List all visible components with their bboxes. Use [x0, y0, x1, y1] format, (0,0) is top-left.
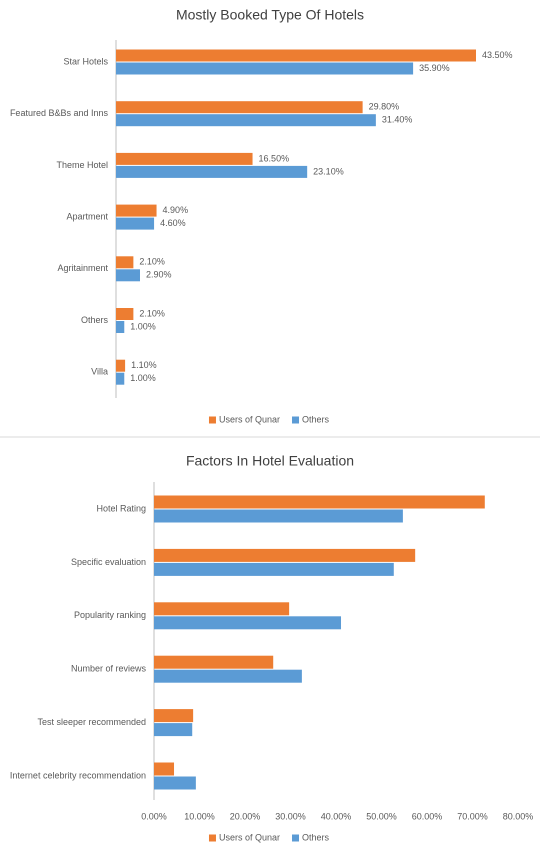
- y-tick-label: Others: [81, 315, 109, 325]
- legend-label: Others: [302, 832, 330, 842]
- x-tick-label: 10.00%: [184, 811, 215, 821]
- bar: [154, 776, 196, 790]
- bar: [154, 509, 403, 523]
- bar: [154, 655, 274, 669]
- bar: [154, 548, 416, 562]
- bar: [116, 152, 253, 165]
- bar: [116, 256, 134, 269]
- x-tick-label: 0.00%: [141, 811, 167, 821]
- y-tick-label: Number of reviews: [71, 664, 147, 674]
- bar: [116, 269, 140, 282]
- bar: [116, 217, 155, 230]
- bar: [116, 321, 125, 333]
- x-tick-label: 60.00%: [412, 811, 443, 821]
- bar: [116, 359, 126, 372]
- bar: [154, 616, 342, 630]
- legend-swatch: [208, 416, 216, 424]
- bar: [154, 669, 302, 683]
- legend-label: Users of Qunar: [219, 414, 280, 424]
- value-label: 2.90%: [146, 270, 172, 280]
- x-tick-label: 20.00%: [230, 811, 261, 821]
- value-label: 4.90%: [163, 205, 189, 215]
- bar: [116, 165, 308, 178]
- value-label: 2.10%: [139, 257, 165, 267]
- legend-label: Others: [302, 414, 330, 424]
- value-label: 43.50%: [482, 50, 513, 60]
- legend-swatch: [292, 834, 300, 842]
- bar: [154, 495, 485, 509]
- x-tick-label: 70.00%: [457, 811, 488, 821]
- bar: [154, 562, 394, 576]
- value-label: 23.10%: [313, 166, 344, 176]
- bar: [154, 723, 193, 737]
- value-label: 2.10%: [139, 308, 165, 318]
- value-label: 31.40%: [382, 115, 413, 125]
- bar: [116, 49, 476, 62]
- y-tick-label: Featured B&Bs and Inns: [10, 108, 109, 118]
- y-tick-label: Agritainment: [57, 263, 108, 273]
- bar: [116, 372, 125, 385]
- value-label: 35.90%: [419, 63, 450, 73]
- y-tick-label: Popularity ranking: [74, 610, 146, 620]
- bar: [116, 204, 157, 217]
- legend-label: Users of Qunar: [219, 832, 280, 842]
- bar: [154, 602, 290, 616]
- bar: [154, 762, 175, 776]
- y-tick-label: Apartment: [66, 211, 108, 221]
- y-tick-label: Test sleeper recommended: [37, 717, 146, 727]
- value-label: 4.60%: [160, 218, 186, 228]
- value-label: 1.00%: [130, 373, 156, 383]
- chart-title: Mostly Booked Type Of Hotels: [176, 7, 364, 23]
- bar: [116, 308, 134, 320]
- x-tick-label: 40.00%: [321, 811, 352, 821]
- value-label: 1.10%: [131, 360, 157, 370]
- y-tick-label: Theme Hotel: [56, 160, 108, 170]
- y-tick-label: Hotel Rating: [96, 503, 146, 513]
- y-tick-label: Internet celebrity recommendation: [10, 770, 146, 780]
- y-tick-label: Star Hotels: [63, 56, 108, 66]
- legend-swatch: [208, 834, 216, 842]
- y-tick-label: Specific evaluation: [71, 557, 146, 567]
- x-tick-label: 30.00%: [275, 811, 306, 821]
- value-label: 1.00%: [130, 321, 156, 331]
- value-label: 29.80%: [369, 102, 400, 112]
- legend-swatch: [292, 416, 300, 424]
- x-tick-label: 50.00%: [366, 811, 397, 821]
- y-tick-label: Villa: [91, 367, 108, 377]
- chart-title: Factors In Hotel Evaluation: [186, 453, 354, 469]
- bar: [116, 114, 376, 127]
- bar: [154, 709, 194, 723]
- value-label: 16.50%: [259, 153, 290, 163]
- bar: [116, 101, 363, 114]
- bar: [116, 62, 414, 75]
- x-tick-label: 80.00%: [503, 811, 534, 821]
